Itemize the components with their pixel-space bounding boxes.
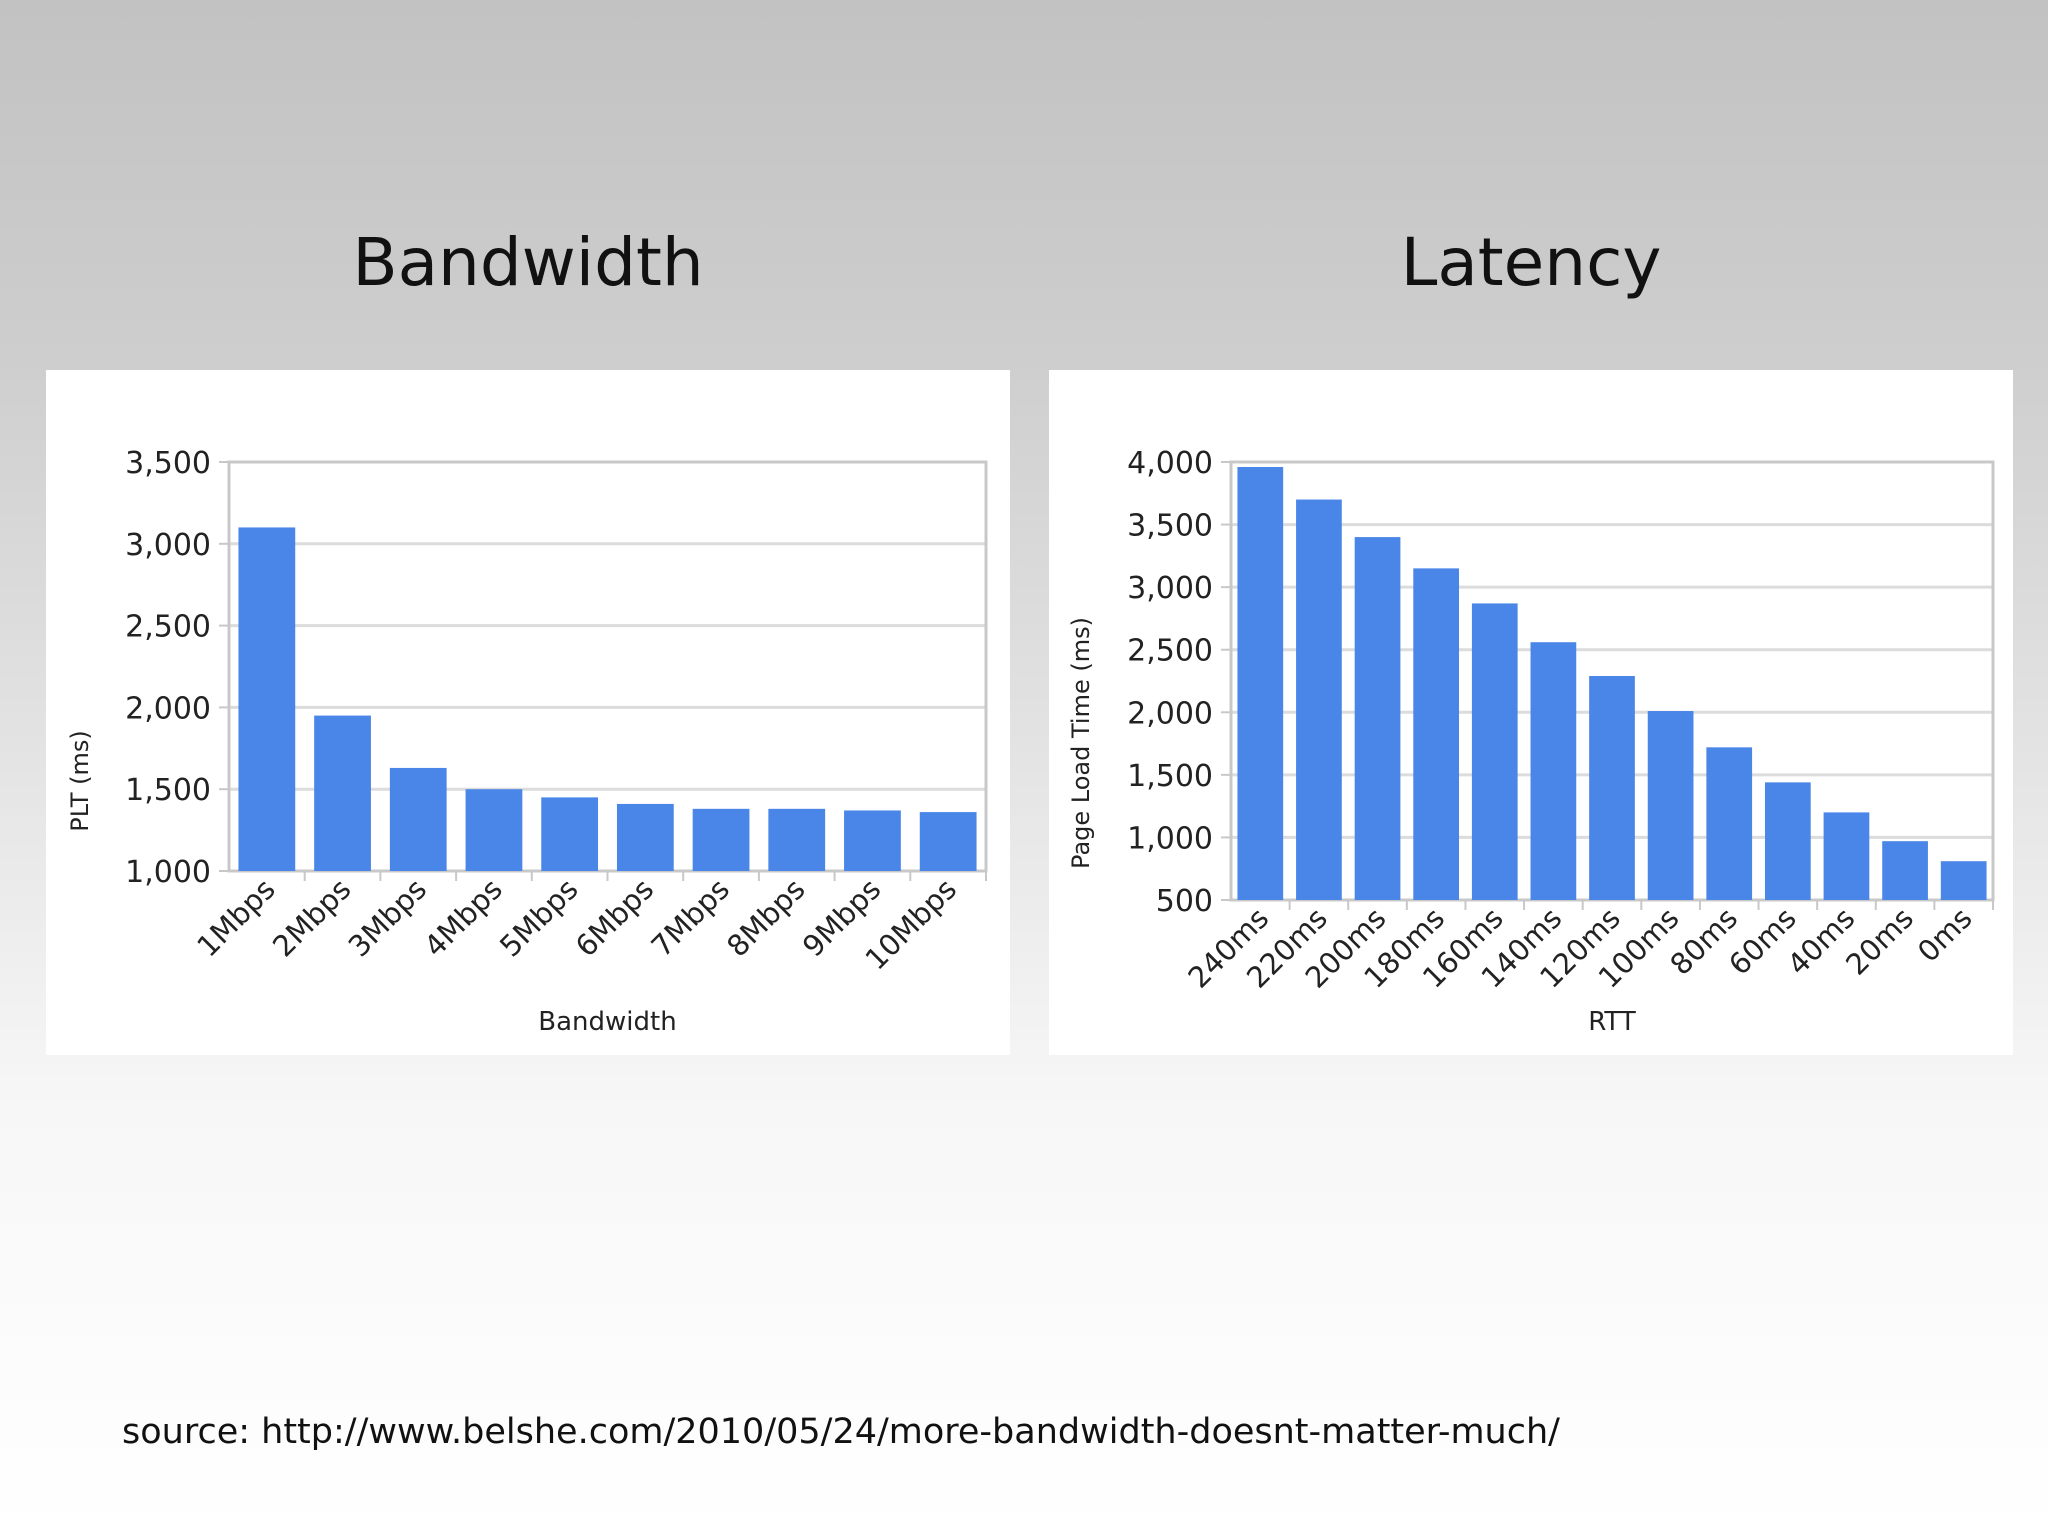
y-axis-title: PLT (ms) <box>66 730 94 831</box>
bar-140ms <box>1530 642 1577 900</box>
bar-2Mbps <box>314 715 371 871</box>
bar-160ms <box>1471 603 1518 900</box>
x-tick-label: 20ms <box>1839 901 1920 982</box>
x-tick-label: 3Mbps <box>342 872 434 964</box>
bar-3Mbps <box>389 767 447 871</box>
y-tick-label: 1,500 <box>125 773 211 808</box>
bar-200ms <box>1354 537 1401 900</box>
source-citation: source: http://www.belshe.com/2010/05/24… <box>122 1412 1560 1452</box>
y-tick-label: 2,500 <box>125 610 211 645</box>
bar-5Mbps <box>541 797 599 871</box>
y-tick-label: 1,500 <box>1127 759 1213 794</box>
bar-7Mbps <box>692 808 750 871</box>
latency-chart-panel: 500 1,000 1,500 2,000 2,500 3,000 3,500 4,000 24… <box>1049 370 2013 1055</box>
bar-180ms <box>1413 568 1460 900</box>
bar-8Mbps <box>768 808 826 871</box>
y-tick-label: 4,000 <box>1127 446 1213 481</box>
y-tick-label: 2,000 <box>1127 696 1213 731</box>
x-tick-label: 7Mbps <box>644 872 736 964</box>
y-tick-label: 2,000 <box>125 691 211 726</box>
latency-chart: 5001,0001,5002,0002,5003,0003,5004,00024… <box>1067 446 1995 1037</box>
x-tick-label: 40ms <box>1781 901 1862 982</box>
x-tick-label: 8Mbps <box>720 872 812 964</box>
bar-60ms <box>1764 782 1811 900</box>
y-tick-label: 3,500 <box>125 446 211 481</box>
x-tick-label: 6Mbps <box>569 872 661 964</box>
bar-40ms <box>1823 812 1870 900</box>
x-axis-title: Bandwidth <box>538 1007 676 1037</box>
y-axis-title: Page Load Time (ms) <box>1067 617 1095 869</box>
bar-6Mbps <box>616 803 674 871</box>
y-tick-label: 1,000 <box>1127 821 1213 856</box>
y-tick-label: 3,000 <box>1127 571 1213 606</box>
x-tick-label: 4Mbps <box>417 872 509 964</box>
y-tick-label: 1,000 <box>125 855 211 890</box>
latency-heading: Latency <box>1400 224 1662 301</box>
bar-1Mbps <box>238 527 296 871</box>
y-tick-label: 500 <box>1156 884 1213 919</box>
x-tick-label: 2Mbps <box>266 872 358 964</box>
y-tick-label: 3,000 <box>125 528 211 563</box>
x-tick-label: 0ms <box>1911 901 1979 969</box>
bar-120ms <box>1589 675 1635 900</box>
bar-100ms <box>1647 711 1694 900</box>
x-tick-label: 80ms <box>1663 901 1744 982</box>
bar-20ms <box>1882 841 1928 900</box>
y-tick-label: 2,500 <box>1127 634 1213 669</box>
bar-240ms <box>1237 467 1284 900</box>
bar-0ms <box>1940 861 1987 900</box>
bandwidth-heading: Bandwidth <box>352 224 704 301</box>
bandwidth-chart-panel: 1,000 1,500 2,000 2,500 3,000 3,500 1Mbps 2Mbps… <box>46 370 1010 1055</box>
bar-4Mbps <box>465 789 523 871</box>
bar-10Mbps <box>919 812 977 871</box>
bar-9Mbps <box>844 810 901 871</box>
x-axis-title: RTT <box>1588 1007 1636 1037</box>
bar-220ms <box>1296 499 1342 900</box>
x-tick-label: 60ms <box>1722 901 1803 982</box>
x-tick-label: 5Mbps <box>493 872 585 964</box>
y-tick-label: 3,500 <box>1127 509 1213 544</box>
bandwidth-chart: 1,0001,5002,0002,5003,0003,5001Mbps2Mbps… <box>66 446 988 1037</box>
bar-80ms <box>1706 747 1753 900</box>
